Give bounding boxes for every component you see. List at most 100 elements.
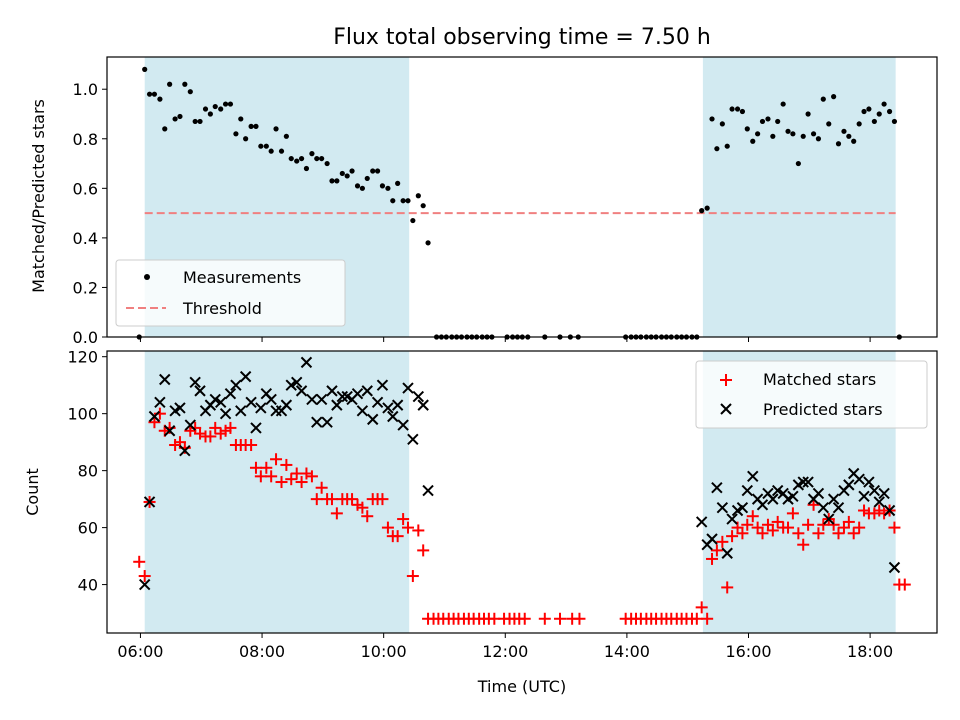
cross-b (721, 547, 733, 559)
x-tick-label: 12:00 (482, 642, 528, 661)
cross-b (179, 444, 191, 457)
cross-b (280, 399, 293, 411)
cross-b (326, 385, 338, 397)
cross-b (843, 479, 855, 491)
measurement-point (364, 175, 370, 182)
cross-b (695, 516, 708, 528)
cross-b (751, 493, 764, 505)
matched-star-point (538, 612, 551, 625)
matched-star-point (148, 416, 161, 429)
x-tick-label: 16:00 (725, 642, 771, 661)
predicted-star-point (747, 470, 759, 483)
predicted-star-point (382, 402, 394, 414)
measurement-point (172, 116, 178, 122)
predicted-star-point (407, 433, 419, 446)
predicted-star-point (868, 484, 881, 497)
matched-star-point (802, 518, 815, 531)
predicted-star-point (239, 370, 252, 383)
measurement-point (750, 138, 756, 144)
predicted-star-point (853, 473, 865, 485)
matched-star-point (701, 612, 714, 625)
measurement-point (334, 178, 340, 184)
measurement-point (319, 155, 325, 162)
matched-star-point (853, 521, 866, 534)
cross-b (407, 433, 419, 446)
measurement-point (385, 185, 391, 191)
cross-b (367, 413, 379, 426)
predicted-star-point (695, 516, 708, 528)
predicted-star-point (883, 504, 896, 517)
cross-b (230, 379, 242, 391)
y-tick-label: 0.8 (73, 130, 98, 149)
matched-star-point (827, 518, 840, 531)
cross-b (336, 390, 349, 403)
predicted-star-point (265, 393, 277, 406)
top-y-axis-label: Matched/Predicted stars (29, 99, 48, 293)
cross-b (209, 393, 221, 406)
matched-star-point (766, 524, 779, 537)
predicted-star-point (376, 379, 389, 391)
cross-b (397, 419, 409, 431)
matched-star-point (249, 461, 262, 474)
predicted-legend-marker (720, 403, 732, 415)
measurement-point (420, 203, 426, 209)
cross-b (224, 388, 237, 400)
measurement-point (790, 131, 796, 137)
cross-b (255, 402, 267, 414)
matched-star-point (898, 578, 911, 591)
cross-b (873, 496, 885, 508)
predicted-star-point (767, 493, 779, 505)
cross-b (239, 370, 252, 383)
cross-b (148, 410, 161, 423)
matched-star-point (518, 612, 531, 625)
predicted-star-point (402, 382, 414, 394)
measurement-point (704, 205, 710, 211)
cross-b (711, 482, 723, 494)
cross-b (802, 476, 814, 488)
measurement-point (218, 106, 224, 112)
measurement-point (846, 133, 852, 139)
cross-b (184, 419, 197, 431)
predicted-star-point (295, 385, 308, 397)
cross-b (291, 376, 303, 389)
cross-b (883, 504, 896, 517)
matched-star-point (406, 570, 419, 583)
x-tick-label: 18:00 (847, 642, 893, 661)
matched-star-point (401, 521, 414, 534)
matched-star-point (265, 470, 278, 483)
measurement-point (370, 168, 376, 174)
cross-b (300, 356, 313, 369)
predicted-star-point (711, 482, 723, 494)
measurement-point (765, 116, 771, 122)
legend-label-predicted: Predicted stars (763, 400, 883, 419)
predicted-star-point (367, 413, 379, 426)
cross-b (351, 388, 364, 400)
measurement-point (273, 126, 279, 132)
cross-b (756, 499, 769, 511)
matched-star-point (812, 527, 825, 540)
measurement-point (314, 155, 320, 162)
cross-b (878, 487, 890, 500)
predicted-star-point (235, 405, 247, 417)
cross-b (716, 501, 729, 514)
cross-b (787, 490, 799, 502)
y-tick-label: 40 (78, 576, 98, 595)
predicted-star-point (787, 490, 799, 502)
cross-b (762, 487, 774, 500)
matched-star-point (782, 521, 795, 534)
cross-b (174, 402, 186, 414)
matched-star-point (842, 515, 855, 528)
matched-star-point (417, 544, 430, 557)
legend-box (695, 360, 928, 429)
cross-b (361, 385, 373, 397)
matched-star-point (792, 527, 805, 540)
measurement-point (253, 123, 259, 129)
predicted-star-point (306, 393, 318, 406)
measurement-point (810, 131, 817, 137)
measurement-point (866, 106, 872, 112)
measurements-legend-marker (144, 274, 150, 280)
measurement-point (207, 111, 213, 117)
predicted-star-point (230, 379, 242, 391)
predicted-star-point (326, 385, 338, 397)
matched-star-point (832, 527, 845, 540)
